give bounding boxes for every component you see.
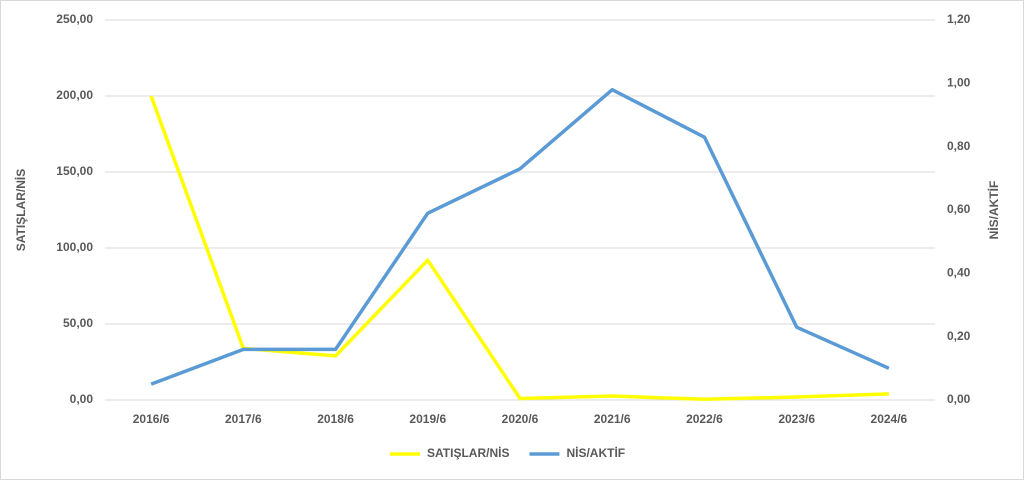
y2-tick-label: 0,60 bbox=[947, 202, 971, 216]
x-tick-label: 2017/6 bbox=[225, 412, 262, 426]
x-tick-label: 2024/6 bbox=[871, 412, 908, 426]
y-tick-label: 0,00 bbox=[70, 392, 94, 406]
y-tick-label: 250,00 bbox=[56, 12, 93, 26]
x-tick-label: 2018/6 bbox=[317, 412, 354, 426]
x-tick-label: 2016/6 bbox=[133, 412, 170, 426]
y2-tick-label: 0,00 bbox=[947, 392, 971, 406]
y2-tick-label: 0,40 bbox=[947, 266, 971, 280]
x-tick-label: 2020/6 bbox=[502, 412, 539, 426]
x-tick-label: 2023/6 bbox=[778, 412, 815, 426]
y-axis-title: SATIŞLAR/NİS bbox=[13, 169, 28, 251]
y2-axis-title: NİS/AKTİF bbox=[986, 181, 1001, 240]
y-tick-label: 200,00 bbox=[56, 88, 93, 102]
y2-tick-label: 1,20 bbox=[947, 12, 971, 26]
legend-label: NİS/AKTİF bbox=[566, 445, 625, 460]
y2-tick-label: 0,20 bbox=[947, 329, 971, 343]
y-tick-label: 100,00 bbox=[56, 240, 93, 254]
x-tick-label: 2019/6 bbox=[409, 412, 446, 426]
series-line bbox=[150, 87, 890, 386]
x-tick-label: 2022/6 bbox=[686, 412, 723, 426]
y2-tick-label: 0,80 bbox=[947, 139, 971, 153]
y2-tick-label: 1,00 bbox=[947, 76, 971, 90]
y-tick-label: 50,00 bbox=[63, 316, 93, 330]
legend-label: SATIŞLAR/NİS bbox=[427, 445, 509, 460]
x-tick-label: 2021/6 bbox=[594, 412, 631, 426]
y-tick-label: 150,00 bbox=[56, 164, 93, 178]
